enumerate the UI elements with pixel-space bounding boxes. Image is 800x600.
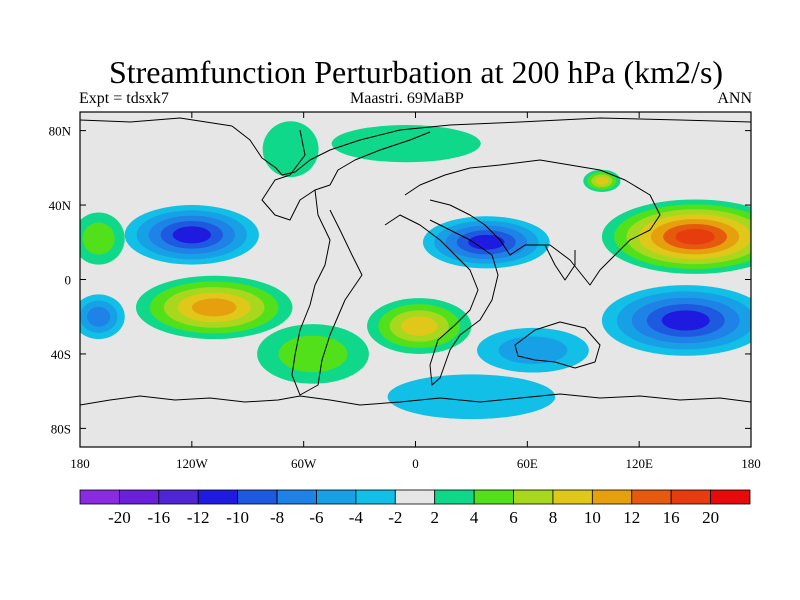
colorbar-label: 8: [549, 508, 558, 527]
colorbar-box: [197, 489, 239, 505]
lat-tick-label: 80S: [51, 421, 71, 436]
colorbar-label: -20: [108, 508, 131, 527]
anomaly-contour: [87, 306, 111, 327]
anomaly-contour: [468, 234, 505, 250]
anomaly-cell-6: [367, 298, 472, 354]
anomaly-contour: [278, 335, 348, 373]
longitude-axis: 180 120W 60W 0 60E 120E 180: [70, 112, 761, 471]
lon-tick-label: 180: [70, 456, 90, 471]
colorbar-box: [394, 489, 436, 505]
colorbar-label: -16: [147, 508, 170, 527]
coastline-australia: [514, 321, 601, 369]
colorbar-label: 16: [663, 508, 680, 527]
coastline-india: [544, 244, 576, 281]
anomaly-cell-4: [583, 169, 621, 193]
colorbar-box: [591, 489, 633, 505]
anomaly-cell-12: [262, 121, 319, 178]
anomaly-cell-13: [477, 327, 589, 373]
colorbar-box: [119, 489, 160, 505]
coastline-north-america: [261, 129, 431, 221]
colorbar-box: [355, 489, 396, 505]
colorbar-label: -2: [388, 508, 402, 527]
colorbar-box: [670, 489, 711, 505]
colorbar-box: [316, 489, 357, 505]
lon-tick-label: 60E: [517, 456, 538, 471]
colorbar-box: [710, 489, 751, 505]
lon-tick-label: 180: [741, 456, 761, 471]
anomaly-contour: [82, 222, 115, 255]
anomaly-cell-10: [257, 324, 369, 384]
colorbar-box: [276, 489, 317, 505]
lat-tick-label: 0: [65, 273, 72, 288]
colorbar-label: -12: [187, 508, 210, 527]
anomaly-cell-1: [80, 212, 125, 265]
coastline-arctic-north: [231, 125, 331, 176]
colorbar-label: 20: [702, 508, 719, 527]
season-label: ANN: [717, 90, 752, 107]
lat-tick-label: 80N: [49, 124, 72, 139]
colorbar-label: 6: [509, 508, 518, 527]
colorbar-box: [552, 489, 593, 505]
lon-tick-label: 0: [412, 456, 419, 471]
anomaly-cell-7: [601, 285, 751, 356]
coastline-antarctica: [80, 393, 751, 406]
anomaly-contour: [191, 298, 237, 317]
lon-tick-label: 120E: [625, 456, 653, 471]
latitude-axis: 80N 40N 0 40S 80S: [49, 124, 751, 436]
colorbar-box: [473, 489, 514, 505]
anomaly-contour: [331, 125, 481, 163]
anomaly-cell-11: [331, 125, 481, 163]
anomaly-cell-5: [135, 275, 293, 340]
colorbar-box: [79, 489, 120, 505]
colorbar-label: -4: [349, 508, 364, 527]
experiment-label: Expt = tdsxk7: [79, 90, 169, 107]
anomaly-contour: [675, 228, 715, 245]
colorbar-label: 10: [584, 508, 601, 527]
anomaly-contour: [401, 316, 438, 336]
period-label: Maastri. 69MaBP: [350, 90, 464, 107]
coastlines: [80, 117, 751, 406]
colorbar-label: -8: [270, 508, 284, 527]
anomaly-cell-2: [422, 216, 550, 269]
colorbar-box: [631, 489, 672, 505]
anomaly-cell-9: [387, 374, 556, 420]
colorbar-box: [237, 489, 278, 505]
anomaly-contour: [387, 374, 556, 420]
anomaly-contour: [262, 121, 319, 178]
colorbar-label: 2: [430, 508, 439, 527]
lat-tick-label: 40S: [51, 347, 71, 362]
anomaly-contour: [498, 336, 568, 364]
coastline-south-america: [291, 189, 363, 396]
colorbar-label: 4: [470, 508, 479, 527]
coastline-arctic: [80, 117, 751, 151]
anomaly-field: [80, 121, 751, 420]
colorbar-label: 12: [623, 508, 640, 527]
anomaly-contour: [172, 226, 212, 244]
colorbar-box: [434, 489, 475, 505]
coastline-eurasia: [404, 159, 661, 286]
lon-tick-label: 60W: [291, 456, 317, 471]
colorbar-label: -10: [226, 508, 249, 527]
anomaly-contour: [661, 310, 710, 331]
colorbar-label: -6: [309, 508, 323, 527]
anomaly-cell-3: [601, 199, 751, 274]
lat-tick-label: 40N: [49, 198, 72, 213]
coastline-africa: [384, 214, 499, 386]
colorbar-box: [158, 489, 199, 505]
lon-tick-label: 120W: [176, 456, 209, 471]
colorbar-box: [513, 489, 554, 505]
map-title: Streamfunction Perturbation at 200 hPa (…: [108, 54, 724, 90]
anomaly-cell-0: [124, 205, 259, 265]
colorbar: -20 -16 -12 -10 -8 -6 -4 -2 2 4 6 8 10 12 16 20: [79, 489, 751, 527]
anomaly-contour: [595, 176, 609, 185]
anomaly-cell-8: [80, 294, 125, 340]
